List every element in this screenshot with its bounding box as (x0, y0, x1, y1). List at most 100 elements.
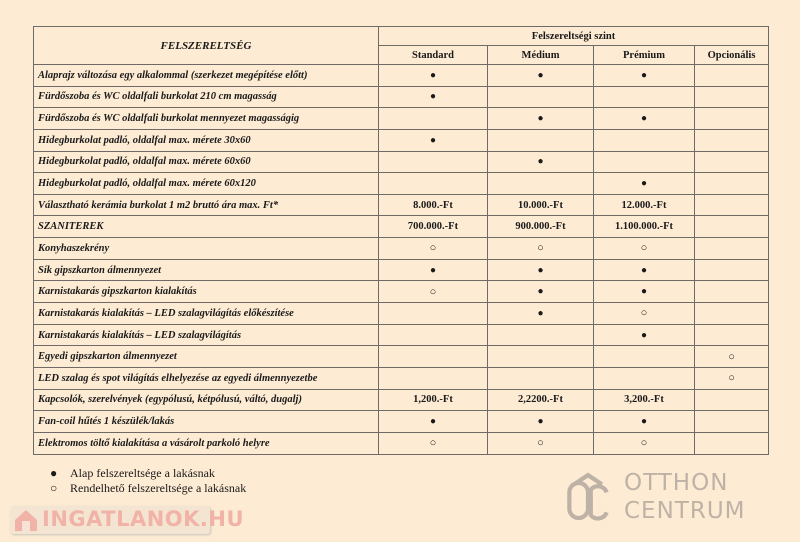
house-icon (15, 510, 37, 531)
cell-premium: 3,200.-Ft (593, 388, 695, 412)
feature-label: Fürdőszoba és WC oldalfali burkolat 210 … (33, 85, 379, 109)
level-header-optional: Opcionális (693, 45, 770, 65)
ingatlanok-watermark-badge: INGATLANOK.HU (10, 506, 244, 534)
feature-label: Egyedi gipszkarton álmennyezet (33, 345, 379, 368)
cell-premium (593, 85, 695, 109)
cell-medium (487, 366, 594, 390)
feature-label: Sík gipszkarton álmennyezet (33, 258, 379, 282)
hollow-dot-icon: ○ (50, 481, 58, 495)
cell-optional (693, 150, 770, 174)
cell-standard-included-icon: ● (378, 410, 488, 433)
cell-medium-included-icon: ● (487, 410, 594, 433)
cell-optional (693, 323, 770, 347)
cell-optional (693, 302, 770, 325)
cell-standard: 700.000.-Ft (378, 215, 488, 239)
table-row: Kapcsolók, szerelvények (egypólusú, kétp… (33, 388, 770, 412)
cell-premium-included-icon: ● (593, 172, 695, 195)
table-row: Fürdőszoba és WC oldalfali burkolat menn… (33, 107, 770, 130)
feature-label: Fan-coil hűtés 1 készülék/lakás (33, 410, 379, 433)
cell-premium-included-icon: ● (593, 258, 695, 282)
cell-standard-included-icon: ● (378, 64, 488, 87)
cell-medium: 2,2200.-Ft (487, 388, 594, 412)
cell-premium (593, 345, 695, 368)
cell-standard-included-icon: ● (378, 85, 488, 109)
cell-premium: 1.100.000.-Ft (593, 215, 695, 239)
cell-medium-orderable-icon: ○ (487, 237, 594, 260)
cell-optional (693, 128, 770, 152)
feature-label: Kapcsolók, szerelvények (egypólusú, kétp… (33, 388, 379, 412)
watermark-line2: CENTRUM (624, 498, 746, 524)
feature-label: Alaprajz változása egy alkalommal (szerk… (33, 64, 379, 87)
cell-medium: 900.000.-Ft (487, 215, 594, 239)
table-body: Alaprajz változása egy alkalommal (szerk… (33, 64, 770, 455)
table-row: Fürdőszoba és WC oldalfali burkolat 210 … (33, 85, 770, 109)
level-header-premium: Prémium (593, 45, 695, 65)
cell-medium (487, 172, 594, 195)
cell-optional (693, 172, 770, 195)
cell-medium: 10.000.-Ft (487, 193, 594, 217)
cell-optional (693, 85, 770, 109)
level-group-header: Felszereltségi szint (377, 26, 770, 46)
cell-premium-included-icon: ● (593, 107, 695, 130)
feature-label: Választható kerámia burkolat 1 m2 bruttó… (33, 193, 379, 217)
watermark-line1: OTTHON (624, 470, 729, 496)
cell-medium-included-icon: ● (487, 258, 594, 282)
cell-medium (487, 85, 594, 109)
feature-label: Hidegburkolat padló, oldalfal max. méret… (33, 150, 379, 174)
cell-medium-included-icon: ● (487, 64, 594, 87)
cell-premium (593, 150, 695, 174)
oc-logo-icon (567, 472, 609, 521)
cell-premium-orderable-icon: ○ (593, 302, 695, 325)
cell-premium: 12.000.-Ft (593, 193, 695, 217)
cell-medium (487, 345, 594, 368)
legend-text: Rendelhető felszereltsége a lakásnak (70, 481, 247, 495)
cell-premium-orderable-icon: ○ (593, 237, 695, 260)
cell-optional (693, 215, 770, 239)
legend: ● Alap felszereltsége a lakásnak ○ Rendelh… (50, 466, 246, 496)
feature-label: Karnistakarás kialakítás – LED szalagvil… (33, 323, 379, 347)
level-header-standard: Standard (378, 45, 488, 65)
table-row: Alaprajz változása egy alkalommal (szerk… (33, 64, 770, 87)
cell-standard (378, 323, 488, 347)
feature-label: Hidegburkolat padló, oldalfal max. méret… (33, 128, 379, 152)
table-row: Karnistakarás kialakítás – LED szalagvil… (33, 323, 770, 347)
cell-premium (593, 366, 695, 390)
cell-standard (378, 150, 488, 174)
table-row: Konyhaszekrény ○ ○ ○ (33, 237, 770, 260)
level-header-medium: Médium (487, 45, 594, 65)
cell-optional (693, 64, 770, 87)
cell-medium (487, 323, 594, 347)
cell-standard-orderable-icon: ○ (378, 431, 488, 455)
legend-item-orderable: ○ Rendelhető felszereltsége a lakásnak (50, 481, 246, 496)
cell-medium-orderable-icon: ○ (487, 431, 594, 455)
table-row: Elektromos töltő kialakítása a vásárolt … (33, 431, 770, 455)
table-row: Hidegburkolat padló, oldalfal max. méret… (33, 128, 770, 152)
cell-medium-included-icon: ● (487, 150, 594, 174)
cell-optional (693, 107, 770, 130)
cell-optional (693, 410, 770, 433)
cell-premium-included-icon: ● (593, 410, 695, 433)
feature-label: Elektromos töltő kialakítása a vásárolt … (33, 431, 379, 455)
feature-label: SZANITEREK (33, 215, 379, 239)
cell-optional (693, 193, 770, 217)
table-row: Karnistakarás gipszkarton kialakítás ○ ● ● (33, 280, 770, 304)
cell-optional (693, 431, 770, 455)
cell-standard-included-icon: ● (378, 258, 488, 282)
table-row: Sík gipszkarton álmennyezet ● ● ● (33, 258, 770, 282)
feature-label: Karnistakarás kialakítás – LED szalagvil… (33, 302, 379, 325)
cell-standard-included-icon: ● (378, 128, 488, 152)
feature-label: Konyhaszekrény (33, 237, 379, 260)
cell-standard-orderable-icon: ○ (378, 237, 488, 260)
legend-text: Alap felszereltsége a lakásnak (70, 466, 215, 480)
cell-premium-included-icon: ● (593, 323, 695, 347)
table-row: Egyedi gipszkarton álmennyezet ○ (33, 345, 770, 368)
table-row: Hidegburkolat padló, oldalfal max. méret… (33, 172, 770, 195)
cell-optional-orderable-icon: ○ (693, 366, 770, 390)
feature-column-header: FELSZERELTSÉG (33, 26, 379, 65)
table-row: Hidegburkolat padló, oldalfal max. méret… (33, 150, 770, 174)
cell-optional (693, 258, 770, 282)
cell-standard (378, 107, 488, 130)
cell-premium (593, 128, 695, 152)
cell-standard: 8.000.-Ft (378, 193, 488, 217)
cell-medium-included-icon: ● (487, 107, 594, 130)
